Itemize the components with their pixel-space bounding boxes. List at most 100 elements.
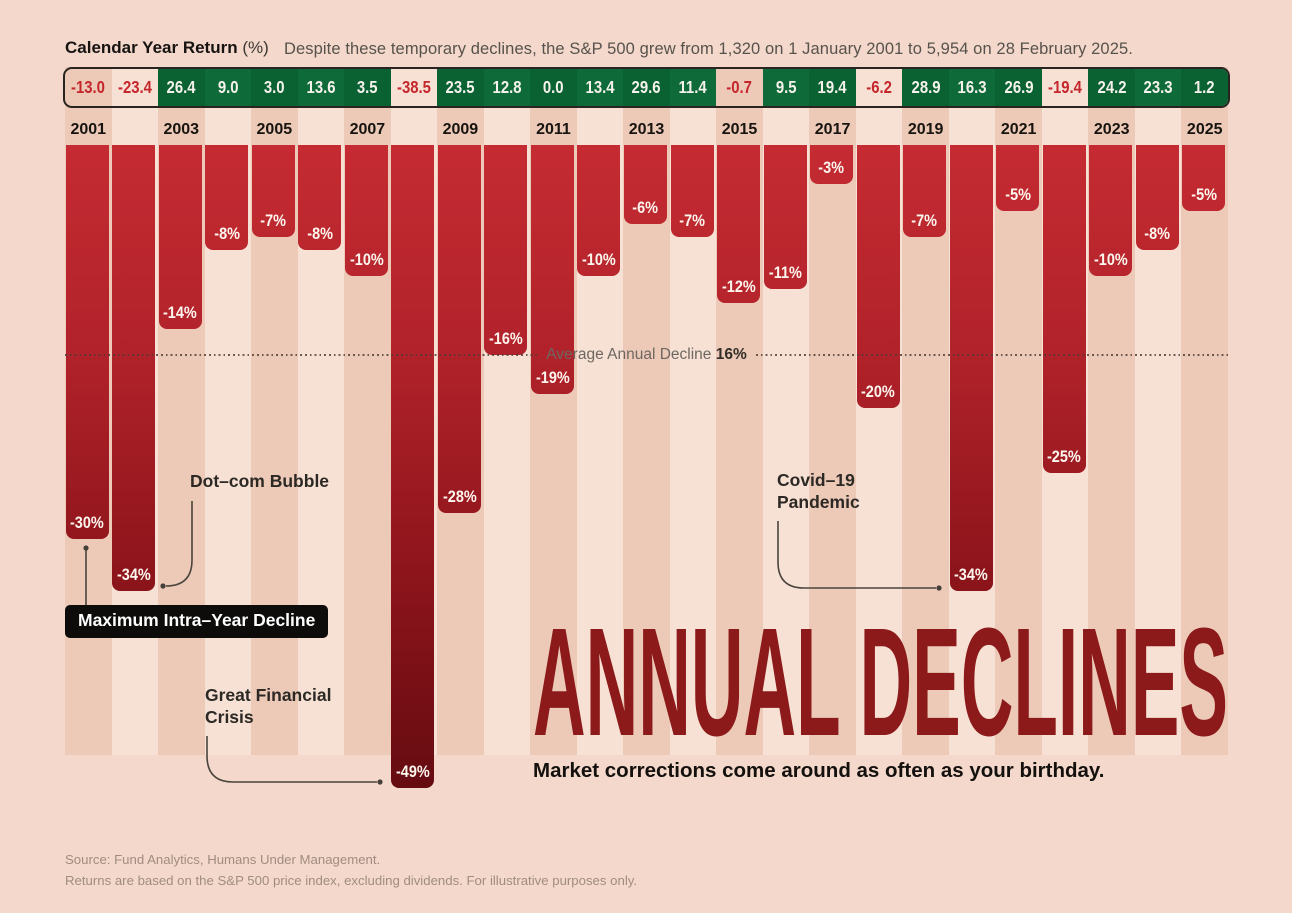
decline-bar-value: -6% [632,198,659,217]
calendar-return-cell-2016: 9.5 [762,69,810,106]
decline-bar-2010: -16% [484,145,528,355]
great-financial-crisis-callout: Great Financial Crisis [205,685,332,727]
calendar-return-value: 23.3 [1143,77,1173,97]
decline-bar-value: -30% [70,513,105,532]
year-label-2011: 2011 [536,121,571,138]
year-label-2021: 2021 [1000,121,1037,138]
calendar-return-cell-2025: 1.2 [1181,69,1228,106]
calendar-return-cell-2012: 13.4 [576,69,624,106]
calendar-return-cell-2004: 9.0 [204,69,252,106]
calendar-return-cell-2013: 29.6 [623,69,670,106]
calendar-return-cell-2015: -0.7 [716,69,763,106]
year-label-2001: 2001 [70,121,107,138]
year-label-2025: 2025 [1186,121,1223,138]
decline-bar-2021: -5% [996,145,1040,211]
decline-bar-2001: -30% [65,145,109,539]
decline-bar-value: -3% [818,158,845,177]
calendar-return-cell-2019: 28.9 [902,69,949,106]
calendar-return-cell-2005: 3.0 [251,69,298,106]
source-line-2: Returns are based on the S&P 500 price i… [65,873,638,888]
decline-bar-2011: -19% [530,145,574,394]
calendar-return-value: -6.2 [866,77,892,97]
decline-bar-value: -14% [163,303,198,322]
tagline: Market corrections come around as often … [533,759,1105,782]
decline-bar-2016: -11% [763,145,807,289]
main-title: ANNUAL DECLINES [533,622,1228,744]
calendar-return-cell-2009: 23.5 [437,69,484,106]
calendar-return-value: 13.4 [585,77,615,97]
average-decline-value: 16% [715,345,747,363]
source-line-1: Source: Fund Analytics, Humans Under Man… [65,852,381,867]
decline-bar-2002: -34% [112,145,156,591]
calendar-return-value: 28.9 [911,77,941,97]
decline-bar-2025: -5% [1182,145,1226,211]
calendar-return-cell-2010: 12.8 [483,69,531,106]
calendar-return-cell-2007: 3.5 [344,69,391,106]
decline-bar-2023: -10% [1089,145,1133,276]
calendar-return-value: 3.5 [357,77,378,97]
calendar-return-value: 13.6 [306,77,336,97]
calendar-return-value: -13.0 [71,77,106,97]
calendar-return-value: 11.4 [678,77,708,97]
calendar-return-cell-2020: 16.3 [948,69,996,106]
year-label-2013: 2013 [628,121,665,138]
decline-bar-value: -49% [396,762,430,781]
calendar-return-value: 3.0 [263,77,285,97]
decline-bar-value: -34% [954,565,988,584]
decline-bar-2022: -25% [1042,145,1086,473]
decline-bar-value: -20% [861,382,895,401]
decline-bar-2012: -10% [577,145,621,276]
calendar-return-cell-2018: -6.2 [856,69,903,106]
calendar-return-cell-2024: 23.3 [1134,69,1182,106]
average-decline-label: Average Annual Decline 16% [546,346,747,364]
calendar-return-value: 26.9 [1004,77,1034,97]
decline-bar-2020: -34% [949,145,993,591]
bars-layer: -30% -34% -14% -8% -7% -8% -10% -49% -28% -16% -19… [65,145,1229,795]
calendar-return-cell-2022: -19.4 [1042,69,1089,106]
decline-bar-value: -5% [1004,185,1031,204]
calendar-return-value: 23.5 [445,77,475,97]
average-decline-text: Average Annual Decline [546,345,712,363]
decline-bar-2017: -3% [810,145,854,184]
calendar-return-value: 9.0 [217,77,239,97]
year-label-2017: 2017 [814,121,851,138]
year-label-2005: 2005 [256,121,293,138]
year-label-2007: 2007 [349,121,386,138]
covid-pandemic-callout: Covid–19 Pandemic [777,470,860,512]
calendar-return-value: 16.3 [957,77,987,97]
calendar-return-cell-2017: 19.4 [809,69,856,106]
calendar-return-cell-2023: 24.2 [1088,69,1135,106]
decline-bar-value: -8% [213,224,240,243]
calendar-return-value: 26.4 [166,77,196,97]
calendar-return-cell-2003: 26.4 [158,69,205,106]
decline-bar-value: -7% [260,211,287,230]
decline-bar-2019: -7% [903,145,947,237]
year-label-2023: 2023 [1093,121,1130,138]
decline-bar-2013: -6% [623,145,667,224]
source-note: Source: Fund Analytics, Humans Under Man… [65,849,637,891]
year-label-2015: 2015 [721,121,758,138]
main-title-text: ANNUAL DECLINES [533,622,1228,744]
year-label-2019: 2019 [907,121,944,138]
decline-bar-value: -16% [489,329,523,348]
decline-bar-2018: -20% [856,145,900,408]
calendar-return-value: 12.8 [492,77,522,97]
calendar-return-value: 19.4 [818,77,847,97]
calendar-return-heading: Calendar Year Return (%) [65,38,269,58]
year-label-2003: 2003 [163,121,200,138]
decline-bar-value: -12% [721,277,756,296]
dotted-line-left [65,353,538,356]
calendar-return-value: 9.5 [775,77,797,97]
calendar-return-value: -38.5 [396,77,431,97]
decline-bar-value: -7% [911,211,938,230]
average-decline-line: Average Annual Decline 16% [65,345,1229,364]
decline-bar-2005: -7% [251,145,295,237]
percent-unit-label: (%) [242,38,269,57]
calendar-return-cell-2002: -23.4 [112,69,159,106]
calendar-return-value: 24.2 [1097,77,1127,97]
year-label-2009: 2009 [442,121,479,138]
decline-bar-2014: -7% [670,145,714,237]
calendar-return-value: -0.7 [726,77,753,97]
calendar-return-value: 0.0 [543,77,564,97]
